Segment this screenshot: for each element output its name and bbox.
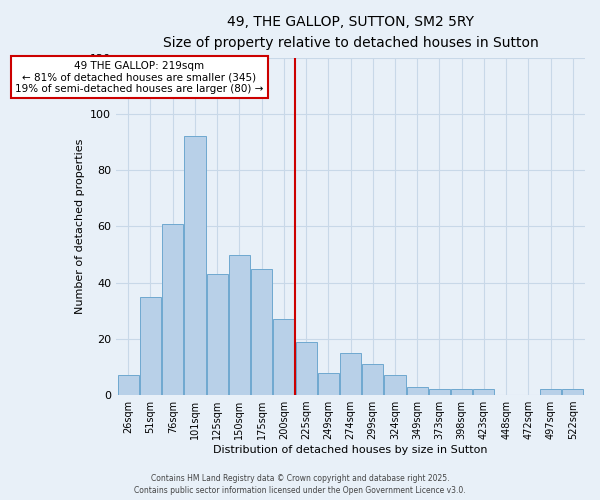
Bar xyxy=(118,376,139,395)
Bar xyxy=(340,353,361,395)
Bar xyxy=(140,296,161,395)
Bar xyxy=(362,364,383,395)
Bar xyxy=(318,372,339,395)
Y-axis label: Number of detached properties: Number of detached properties xyxy=(74,138,85,314)
Bar xyxy=(206,274,228,395)
Bar xyxy=(162,224,183,395)
Bar xyxy=(562,390,583,395)
Bar xyxy=(473,390,494,395)
Bar xyxy=(273,319,295,395)
Bar xyxy=(385,376,406,395)
Bar xyxy=(251,268,272,395)
Text: 49 THE GALLOP: 219sqm
← 81% of detached houses are smaller (345)
19% of semi-det: 49 THE GALLOP: 219sqm ← 81% of detached … xyxy=(15,60,263,94)
Bar xyxy=(407,386,428,395)
X-axis label: Distribution of detached houses by size in Sutton: Distribution of detached houses by size … xyxy=(213,445,488,455)
Bar xyxy=(540,390,561,395)
Title: 49, THE GALLOP, SUTTON, SM2 5RY
Size of property relative to detached houses in : 49, THE GALLOP, SUTTON, SM2 5RY Size of … xyxy=(163,15,538,50)
Bar xyxy=(451,390,472,395)
Text: Contains HM Land Registry data © Crown copyright and database right 2025.
Contai: Contains HM Land Registry data © Crown c… xyxy=(134,474,466,495)
Bar xyxy=(296,342,317,395)
Bar xyxy=(429,390,450,395)
Bar xyxy=(184,136,206,395)
Bar xyxy=(229,254,250,395)
